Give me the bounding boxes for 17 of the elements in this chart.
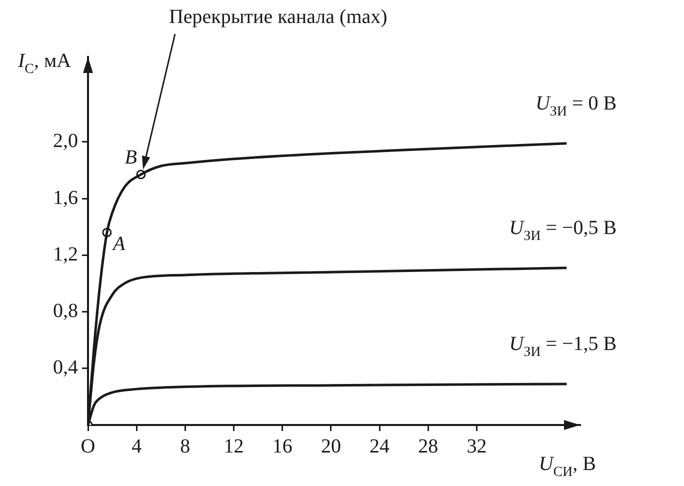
y-tick-label: 2,0 [53,130,78,152]
y-tick-label: 1,2 [53,243,78,266]
data-label: A [110,232,126,255]
text: Перекрытие канала (max) [168,6,388,29]
x-tick-label: 24 [370,435,390,458]
x-tick-label: 28 [418,435,438,458]
y-tick-label: 1,6 [53,186,78,209]
x-tick-label: 12 [224,435,244,458]
y-tick-label: 0,8 [53,300,78,322]
x-tick-label: O [80,435,96,458]
x-tick-label: 16 [272,435,292,458]
x-tick-label: 20 [320,435,341,458]
x-tick-label: 8 [180,435,190,458]
x-tick-label: 32 [466,435,487,458]
data-label: B [124,146,137,169]
x-tick-label: 4 [132,435,142,458]
y-tick-label: 0,4 [53,356,78,379]
